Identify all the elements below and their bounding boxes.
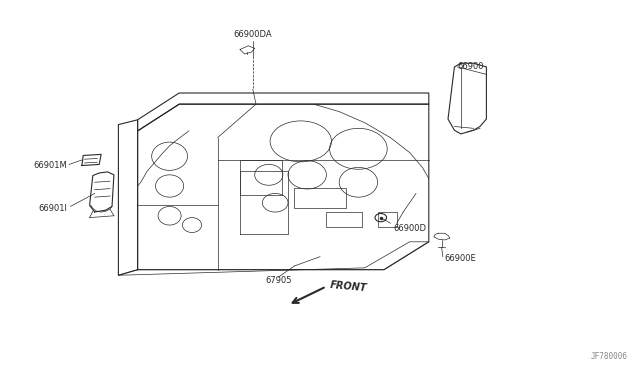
Bar	[378, 212, 397, 227]
Bar	[294, 188, 346, 208]
Text: 66901M: 66901M	[33, 161, 67, 170]
Text: JF780006: JF780006	[590, 352, 627, 361]
Text: 66900: 66900	[458, 62, 484, 71]
Bar	[326, 212, 362, 227]
Text: FRONT: FRONT	[330, 280, 367, 293]
Text: 66900DA: 66900DA	[234, 30, 272, 39]
Text: 66900E: 66900E	[445, 254, 477, 263]
Text: 66900D: 66900D	[394, 224, 427, 233]
Bar	[240, 160, 282, 195]
Text: 67905: 67905	[265, 276, 292, 285]
Text: 66901l: 66901l	[38, 204, 67, 213]
